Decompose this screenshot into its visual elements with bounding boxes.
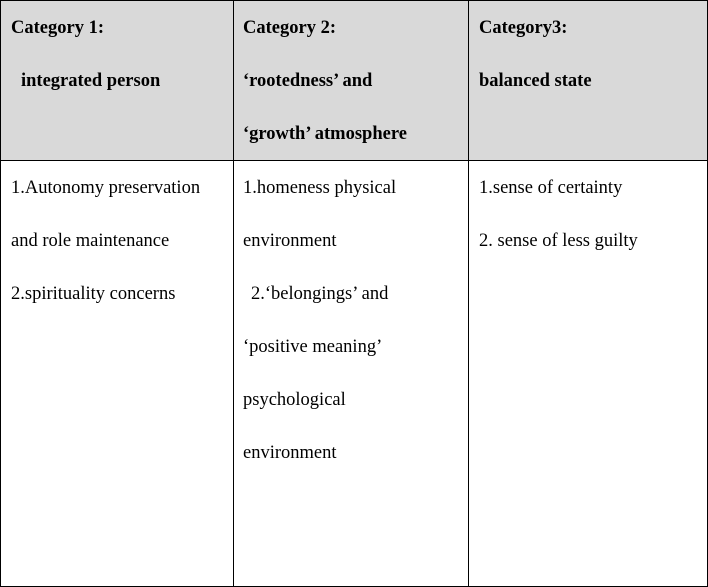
header-title: Category 1: [11, 18, 104, 38]
column-divider [233, 1, 234, 586]
cell-line: 1.Autonomy preservation [11, 162, 226, 215]
cell-text-part: preservation [108, 178, 201, 198]
body-cell-category-3: 1.sense of certainty 2. sense of less gu… [479, 162, 701, 268]
cell-text-part: meaning’ [312, 337, 383, 357]
header-subtitle: integrated person [21, 71, 161, 91]
cell-line: 1.sense of certainty [479, 178, 623, 198]
cell-line: and role maintenance [11, 231, 170, 251]
cell-text-part: 2.‘belongings’ [251, 284, 358, 304]
cell-line: 2. sense of less guilty [479, 231, 638, 251]
cell-line: 2.‘belongings’ and [243, 268, 461, 321]
header-cell-category-2: Category 2: ‘rootedness’ and ‘growth’ at… [243, 2, 461, 161]
cell-text-part: physical [334, 178, 397, 198]
body-cell-category-2: 1.homeness physical environment 2.‘belon… [243, 162, 461, 480]
cell-line: environment [243, 231, 337, 251]
cell-line: 2.spirituality concerns [11, 284, 176, 304]
cell-text-part: 1.Autonomy [11, 178, 105, 198]
header-subtitle: balanced state [479, 71, 592, 91]
header-title: Category 2: [243, 18, 336, 38]
cell-line: environment [243, 443, 337, 463]
header-subtitle-line2: ‘growth’ atmosphere [243, 124, 407, 144]
header-title: Category3: [479, 18, 568, 38]
cell-line: 1.homeness physical [243, 162, 461, 215]
header-cell-category-1: Category 1: integrated person [11, 2, 226, 108]
cell-text-part: ‘positive [243, 337, 308, 357]
table-header-row [1, 1, 707, 161]
cell-text-part: 1.homeness [243, 178, 330, 198]
cell-line: psychological [243, 390, 346, 410]
header-subtitle: ‘rootedness’ and [243, 55, 461, 108]
cell-text-part: and [361, 284, 389, 304]
column-divider [468, 1, 469, 586]
body-cell-category-1: 1.Autonomy preservation and role mainten… [11, 162, 226, 321]
header-subtitle-part: and [342, 71, 373, 91]
header-cell-category-3: Category3: balanced state [479, 2, 701, 108]
header-subtitle-part: ‘rootedness’ [243, 71, 338, 91]
cell-line: ‘positive meaning’ [243, 321, 461, 374]
